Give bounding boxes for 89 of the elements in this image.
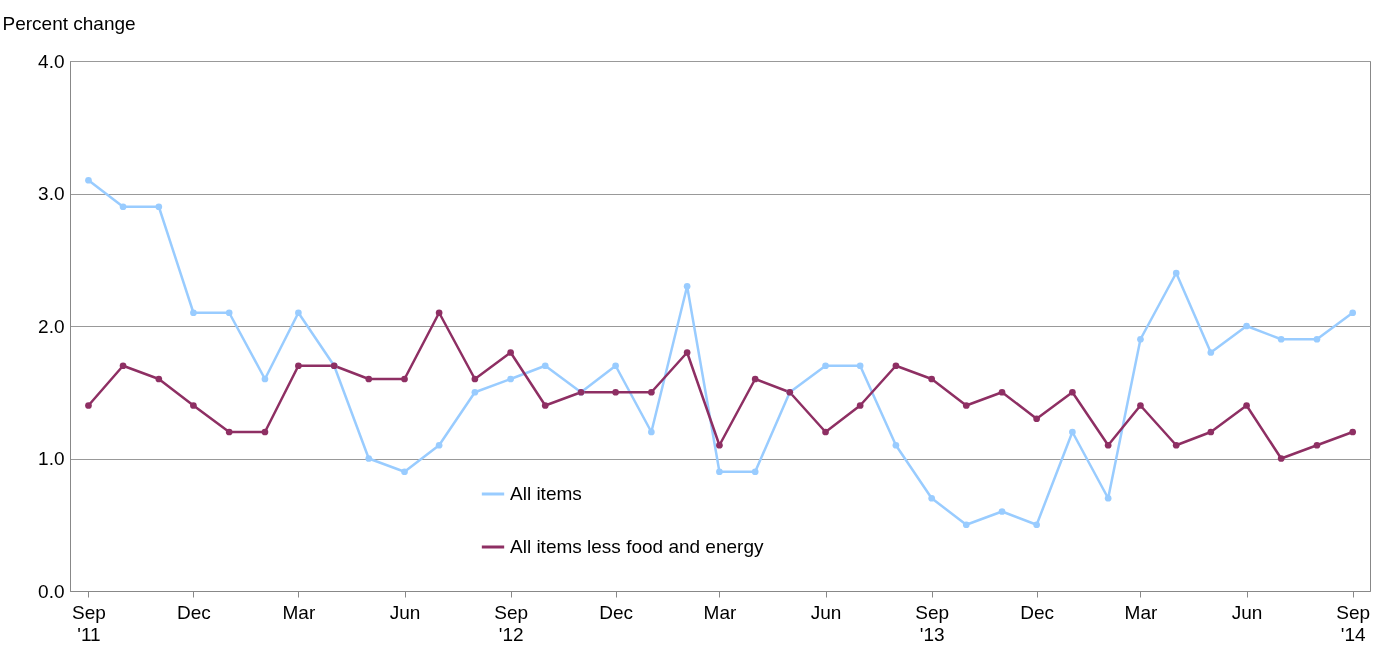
x-tick-label: Dec <box>1020 601 1055 623</box>
point <box>1277 335 1285 343</box>
point <box>1313 441 1321 449</box>
point <box>998 388 1006 396</box>
point <box>507 375 514 383</box>
point <box>1104 494 1112 502</box>
point <box>928 375 936 383</box>
point <box>1207 349 1215 356</box>
point <box>225 428 233 436</box>
point <box>856 362 864 370</box>
point <box>1137 402 1144 409</box>
point <box>1172 269 1180 277</box>
point <box>225 309 233 317</box>
point <box>1069 388 1076 396</box>
x-tick-label: Sep '13 <box>915 601 950 645</box>
y-axis-title: Percent change <box>2 12 136 34</box>
point <box>401 468 408 476</box>
point <box>1137 335 1144 343</box>
point <box>1033 521 1040 529</box>
point <box>190 309 197 317</box>
x-tick-label: Mar <box>703 601 737 623</box>
point <box>856 402 864 409</box>
point <box>751 375 759 383</box>
point <box>751 468 759 476</box>
point <box>541 402 549 409</box>
point <box>1207 428 1215 436</box>
point <box>683 349 691 356</box>
point <box>612 388 619 396</box>
point <box>1104 441 1112 449</box>
point <box>471 375 479 383</box>
point <box>962 521 970 529</box>
x-tick-label: Sep '12 <box>494 601 529 645</box>
point <box>1243 322 1250 330</box>
x-tick-label: Jun <box>1231 601 1263 623</box>
y-tick-label: 3.0 <box>38 183 65 204</box>
x-tick-label: Mar <box>282 601 316 623</box>
point <box>401 375 408 383</box>
point <box>892 441 900 449</box>
point <box>1243 402 1250 409</box>
point <box>119 362 127 370</box>
point <box>1069 428 1076 436</box>
point <box>716 441 723 449</box>
y-tick-label: 0.0 <box>38 580 65 602</box>
point <box>928 494 936 502</box>
x-tick-label: Mar <box>1124 601 1158 623</box>
point <box>365 455 373 462</box>
point <box>648 428 655 436</box>
point <box>683 282 691 290</box>
y-tick-label: 2.0 <box>38 315 65 337</box>
point <box>365 375 373 383</box>
point <box>1313 335 1321 343</box>
point <box>119 203 127 211</box>
legend-label: All items less food and energy <box>510 536 764 557</box>
point <box>1033 415 1040 423</box>
point <box>295 362 302 370</box>
point <box>1277 455 1285 462</box>
point <box>85 402 92 409</box>
point <box>471 388 479 396</box>
point <box>295 309 302 317</box>
point <box>612 362 619 370</box>
point <box>261 428 269 436</box>
x-tick-label: Dec <box>599 601 634 623</box>
point <box>261 375 269 383</box>
point <box>1349 309 1357 317</box>
point <box>155 203 163 211</box>
point <box>648 388 655 396</box>
y-tick-label: 4.0 <box>38 50 65 72</box>
point <box>962 402 970 409</box>
point <box>85 176 92 184</box>
y-tick-label: 1.0 <box>38 448 65 469</box>
x-tick-label: Dec <box>177 601 211 623</box>
point <box>716 468 723 476</box>
point <box>892 362 900 370</box>
point <box>190 402 197 409</box>
point <box>155 375 163 383</box>
x-tick-label: Sep '14 <box>1336 601 1371 645</box>
x-tick-label: Jun <box>810 601 842 623</box>
x-tick-label: Sep '11 <box>72 601 106 645</box>
point <box>435 441 443 449</box>
point <box>1349 428 1357 436</box>
point <box>998 508 1006 515</box>
point <box>541 362 549 370</box>
point <box>1172 441 1180 449</box>
point <box>507 349 514 356</box>
point <box>822 428 829 436</box>
legend-label: All items <box>510 483 582 504</box>
x-tick-label: Jun <box>389 601 421 623</box>
point <box>822 362 829 370</box>
point <box>435 309 443 317</box>
